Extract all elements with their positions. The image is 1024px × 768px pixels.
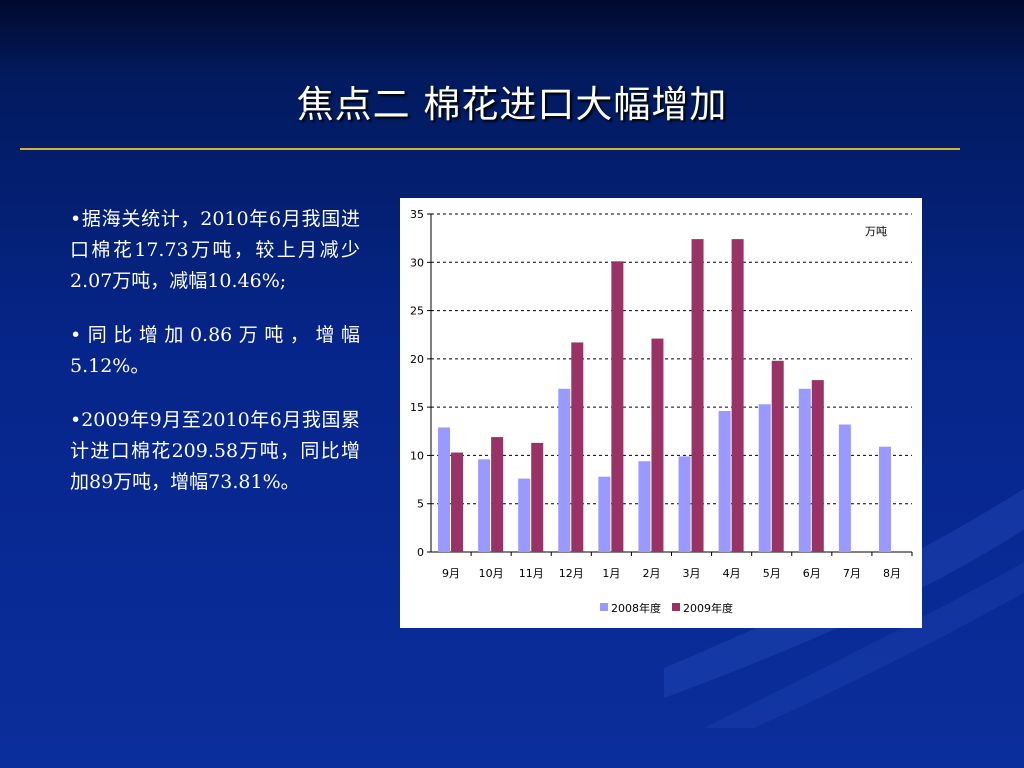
bar-2009	[811, 380, 824, 552]
x-tick-label: 9月	[442, 567, 460, 580]
slide-title: 焦点二 棉花进口大幅增加	[296, 83, 728, 126]
x-tick-label: 3月	[683, 567, 701, 580]
bar-2009	[491, 437, 504, 552]
bar-2008	[518, 478, 531, 552]
y-tick-label: 25	[410, 305, 424, 318]
x-tick-label: 5月	[763, 567, 781, 580]
unit-label: 万吨	[865, 225, 887, 238]
x-tick-label: 4月	[723, 567, 741, 580]
x-tick-label: 10月	[479, 567, 504, 580]
x-tick-label: 7月	[843, 567, 861, 580]
bar-2009	[771, 360, 784, 552]
x-tick-label: 11月	[519, 567, 544, 580]
bar-2008	[558, 388, 571, 552]
bar-2008	[718, 411, 731, 552]
title-underline	[20, 148, 960, 150]
bar-2009	[531, 442, 544, 552]
y-tick-label: 30	[410, 256, 424, 269]
bar-2008	[598, 476, 611, 552]
import-bar-chart: 0 5 10 15 20 25 30 35 9月 10月 11月 12月 1月 2月 3月 4月 5月 6月 7月 8…	[400, 198, 922, 628]
bullet-list: •据海关统计，2010年6月我国进口棉花17.73万吨，较上月减少2.07万吨，…	[70, 204, 360, 521]
legend-label: 2008年度	[611, 601, 661, 615]
y-tick-label: 10	[410, 449, 424, 462]
bullet-item: •2009年9月至2010年6月我国累计进口棉花209.58万吨，同比增加89万…	[70, 409, 360, 493]
bullet-item: •据海关统计，2010年6月我国进口棉花17.73万吨，较上月减少2.07万吨，…	[70, 208, 360, 292]
bar-2008	[878, 446, 891, 552]
y-tick-label: 0	[417, 546, 424, 559]
y-tick-label: 5	[417, 498, 424, 511]
x-tick-label: 6月	[803, 567, 821, 580]
x-tick-label: 8月	[883, 567, 901, 580]
y-tick-label: 20	[410, 353, 424, 366]
bar-2008	[798, 388, 811, 552]
bar-2008	[838, 424, 851, 552]
bar-2008	[438, 427, 451, 552]
legend-label: 2009年度	[683, 601, 733, 615]
bar-2009	[611, 261, 624, 552]
bar-2008	[478, 459, 491, 552]
bar-2008	[678, 456, 691, 552]
bar-2009	[651, 338, 664, 552]
x-tick-label: 2月	[642, 567, 660, 580]
x-tick-label: 12月	[559, 567, 584, 580]
bar-2009	[571, 342, 584, 552]
chart-svg: 0 5 10 15 20 25 30 35 9月 10月 11月 12月 1月 2月 3月 4月 5月 6月 7月 8…	[410, 208, 913, 615]
bullet-item: •同比增加0.86万吨，增幅5.12%。	[70, 324, 360, 377]
bar-2009	[691, 239, 704, 552]
bar-2008	[638, 461, 651, 552]
legend-swatch	[600, 603, 608, 611]
bar-2009	[451, 452, 464, 552]
legend-swatch	[672, 603, 680, 611]
bar-2009	[731, 239, 744, 552]
x-tick-label: 1月	[602, 567, 620, 580]
bar-2008	[758, 404, 771, 552]
y-tick-label: 35	[410, 208, 424, 221]
y-tick-label: 15	[410, 401, 424, 414]
